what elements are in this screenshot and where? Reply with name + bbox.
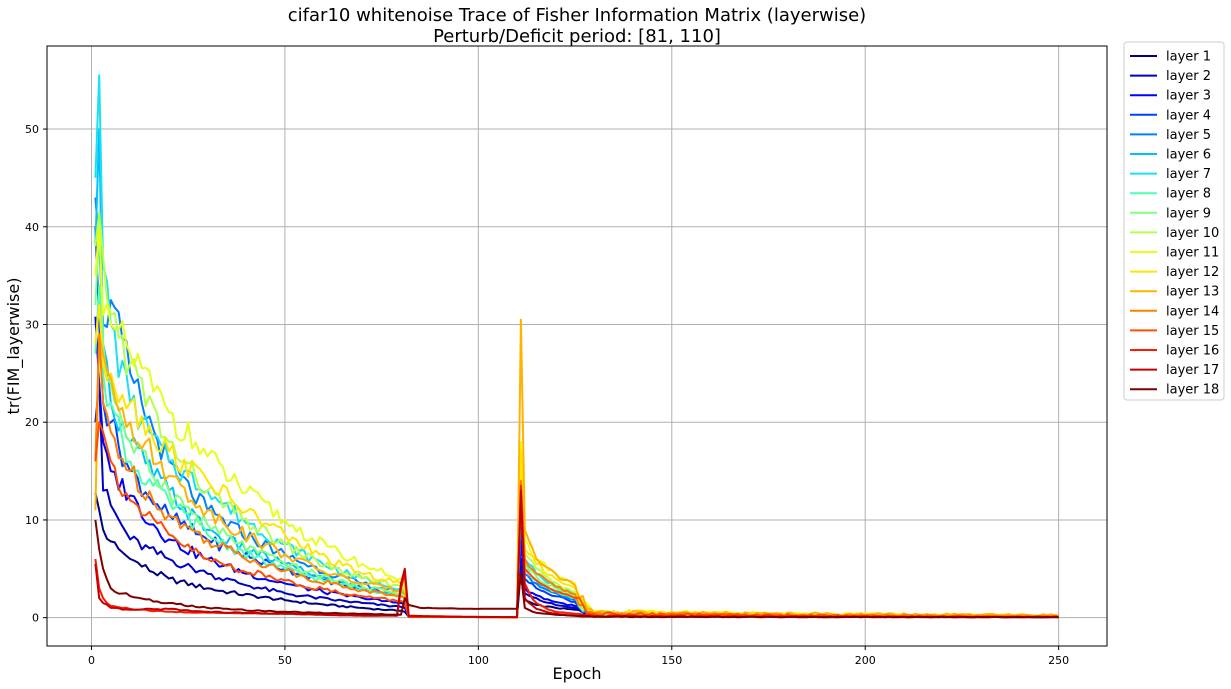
legend-label: layer 13 — [1166, 285, 1219, 300]
x-tick-label: 50 — [278, 654, 292, 667]
plot-frame — [46, 45, 1108, 647]
legend-label: layer 15 — [1166, 324, 1219, 339]
legend-label: layer 12 — [1166, 265, 1219, 280]
chart-title: cifar10 whitenoise Trace of Fisher Infor… — [288, 5, 866, 47]
legend: layer 1 layer 2 layer 3 layer 4 layer 5 layer… — [1123, 41, 1225, 401]
x-tick-label: 200 — [855, 654, 876, 667]
legend-label: layer 7 — [1166, 167, 1211, 182]
y-tick-label: 40 — [25, 221, 39, 234]
chart-title-line1: cifar10 whitenoise Trace of Fisher Infor… — [288, 5, 866, 26]
x-axis-label: Epoch — [553, 664, 602, 683]
legend-label: layer 3 — [1166, 89, 1211, 104]
x-tick-label: 250 — [1048, 654, 1069, 667]
y-tick-label: 20 — [25, 416, 39, 429]
series-line — [94, 382, 1059, 619]
y-tick-label: 10 — [25, 514, 39, 527]
legend-label: layer 16 — [1166, 344, 1219, 359]
legend-label: layer 6 — [1166, 148, 1211, 163]
x-tick-label: 150 — [661, 654, 682, 667]
legend-label: layer 9 — [1166, 206, 1211, 221]
legend-label: layer 17 — [1166, 363, 1219, 378]
x-tick-label: 0 — [88, 654, 95, 667]
legend-label: layer 5 — [1166, 128, 1211, 143]
axis-ticks: 0 50 100 150 200 250 0 10 20 30 40 50 — [25, 123, 1069, 667]
series-line — [94, 519, 1059, 619]
chart-title-line2: Perturb/Deficit period: [81, 110] — [433, 26, 721, 47]
grid — [47, 46, 1107, 646]
legend-label: layer 8 — [1166, 187, 1211, 202]
legend-label: layer 14 — [1166, 304, 1219, 319]
series-line — [94, 284, 1059, 619]
y-axis-label: tr(FIM_layerwise) — [4, 278, 24, 415]
legend-label: layer 10 — [1166, 226, 1219, 241]
legend-label: layer 11 — [1166, 246, 1219, 261]
series-line — [94, 211, 1059, 619]
y-tick-label: 0 — [32, 612, 39, 625]
series-line — [94, 128, 1059, 619]
series-line — [94, 333, 1059, 619]
legend-label: layer 2 — [1166, 69, 1211, 84]
x-tick-label: 100 — [468, 654, 489, 667]
y-tick-label: 30 — [25, 319, 39, 332]
legend-label: layer 4 — [1166, 108, 1211, 123]
legend-label: layer 18 — [1166, 383, 1219, 398]
legend-label: layer 1 — [1166, 50, 1211, 65]
series-lines — [94, 74, 1059, 619]
series-line — [94, 74, 1059, 619]
y-tick-label: 50 — [25, 123, 39, 136]
